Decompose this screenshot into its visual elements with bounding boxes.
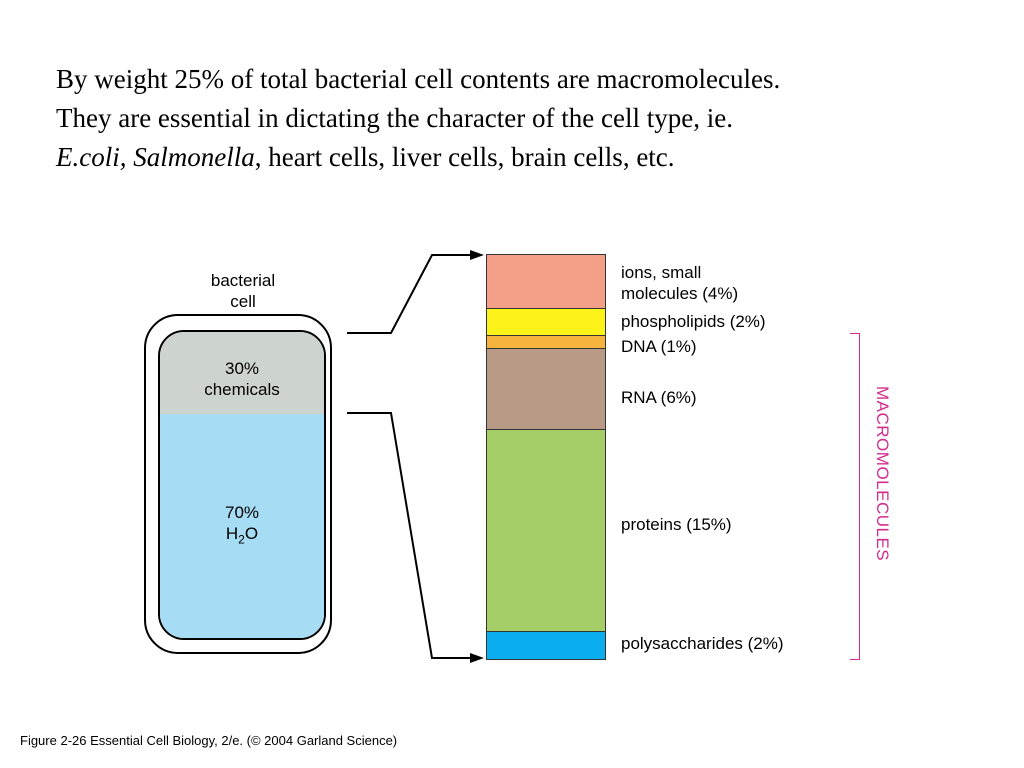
figure-credit: Figure 2-26 Essential Cell Biology, 2/e.…: [20, 733, 398, 748]
segment-label-rna: RNA (6%): [621, 388, 697, 407]
connector-top-arrow-icon: [470, 250, 484, 260]
connector-bottom-arrow-icon: [470, 653, 484, 663]
segment-phospholipids: [487, 308, 605, 336]
chemicals-stacked-bar: [486, 254, 606, 660]
intro-organisms-italic: E.coli, Salmonella: [56, 142, 255, 172]
macromolecules-bracket: [850, 333, 860, 660]
segment-rna: [487, 349, 605, 431]
intro-line-1: By weight 25% of total bacterial cell co…: [56, 64, 781, 94]
connector-bottom-line: [347, 412, 478, 659]
chemicals-text: 30% chemicals: [160, 358, 324, 400]
bacterial-cell-caption-line1: bacterial: [210, 271, 276, 290]
chemicals-percent: 30%: [224, 359, 260, 378]
intro-text: By weight 25% of total bacterial cell co…: [56, 60, 1006, 177]
segment-polysaccharides: [487, 632, 605, 659]
intro-line-3: E.coli, Salmonella, heart cells, liver c…: [56, 138, 1006, 177]
water-text: 70% H2O: [160, 502, 324, 550]
bacterial-cell-interior: 30% chemicals 70% H2O: [158, 330, 326, 640]
segment-label-ions: ions, small molecules (4%): [621, 263, 739, 303]
bacterial-cell-caption-line2: cell: [230, 292, 256, 311]
segment-dna: [487, 335, 605, 350]
water-region: [160, 414, 324, 638]
water-formula: H2O: [225, 524, 259, 547]
segment-label-dna: DNA (1%): [621, 337, 697, 356]
segment-ions: [487, 255, 605, 309]
bacterial-cell-caption: bacterial cell: [168, 270, 318, 312]
chemicals-label: chemicals: [204, 380, 280, 399]
macromolecules-label: MACROMOLECULES: [873, 386, 892, 562]
connector-top-line: [347, 254, 478, 334]
chemicals-region: [160, 332, 324, 414]
segment-label-polysaccharides: polysaccharides (2%): [621, 634, 784, 653]
water-percent: 70%: [224, 503, 260, 522]
intro-line-3-rest: , heart cells, liver cells, brain cells,…: [254, 142, 675, 172]
segment-label-proteins: proteins (15%): [621, 515, 732, 534]
segment-proteins: [487, 430, 605, 633]
intro-line-2: They are essential in dictating the char…: [56, 103, 733, 133]
segment-label-phospholipids: phospholipids (2%): [621, 312, 766, 331]
